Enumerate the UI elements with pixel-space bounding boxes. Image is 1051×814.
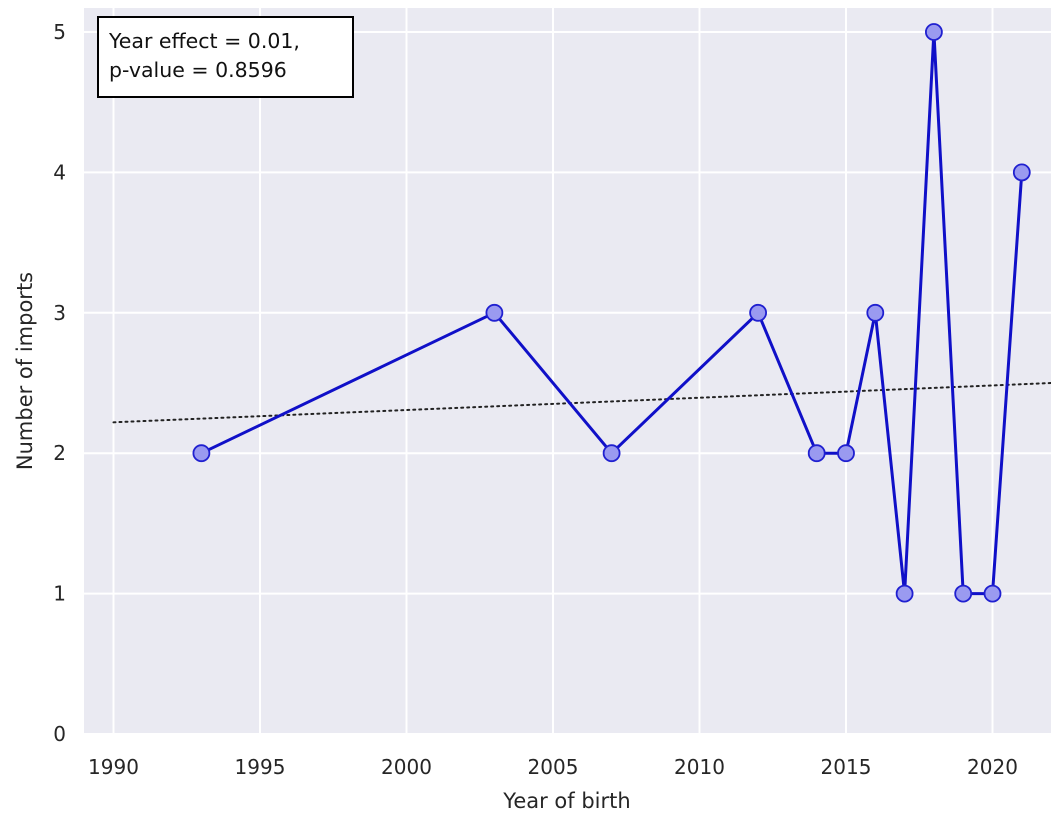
x-tick-label: 2005 bbox=[528, 755, 579, 779]
data-point bbox=[192, 444, 211, 463]
x-tick-label: 1990 bbox=[88, 755, 139, 779]
y-tick-label: 4 bbox=[53, 160, 66, 184]
y-tick-label: 1 bbox=[53, 582, 66, 606]
x-tick-label: 2020 bbox=[967, 755, 1018, 779]
y-tick-label: 3 bbox=[53, 301, 66, 325]
data-point bbox=[954, 584, 973, 603]
annotation-line-1: Year effect = 0.01, bbox=[108, 29, 300, 53]
x-tick-label: 2015 bbox=[821, 755, 872, 779]
y-tick-label: 2 bbox=[53, 441, 66, 465]
y-tick-label: 5 bbox=[53, 20, 66, 44]
annotation-line-2: p-value = 0.8596 bbox=[109, 58, 287, 82]
y-axis-label: Number of imports bbox=[13, 272, 37, 470]
trend-layer bbox=[112, 382, 1051, 424]
data-point bbox=[485, 303, 504, 322]
data-point bbox=[602, 444, 621, 463]
x-axis-label: Year of birth bbox=[502, 789, 630, 813]
series-layer bbox=[192, 23, 1031, 603]
data-point bbox=[895, 584, 914, 603]
data-point bbox=[866, 303, 885, 322]
x-tick-label: 2010 bbox=[674, 755, 725, 779]
trend-line bbox=[112, 382, 1051, 424]
data-point bbox=[749, 303, 767, 322]
stats-annotation: Year effect = 0.01, p-value = 0.8596 bbox=[97, 16, 354, 98]
tick-labels: 1990 1995 2000 2005 2010 2015 2020 0 1 2 3 4 5 bbox=[53, 20, 1018, 779]
data-point bbox=[925, 23, 943, 41]
y-tick-label: 0 bbox=[53, 722, 66, 746]
data-point bbox=[983, 584, 1002, 603]
data-point bbox=[837, 444, 855, 463]
x-tick-label: 1995 bbox=[235, 755, 286, 779]
x-tick-label: 2000 bbox=[381, 755, 432, 779]
plot-area bbox=[84, 8, 1051, 734]
data-point bbox=[1012, 163, 1031, 182]
annotation-box bbox=[97, 16, 354, 98]
data-point bbox=[807, 444, 826, 463]
